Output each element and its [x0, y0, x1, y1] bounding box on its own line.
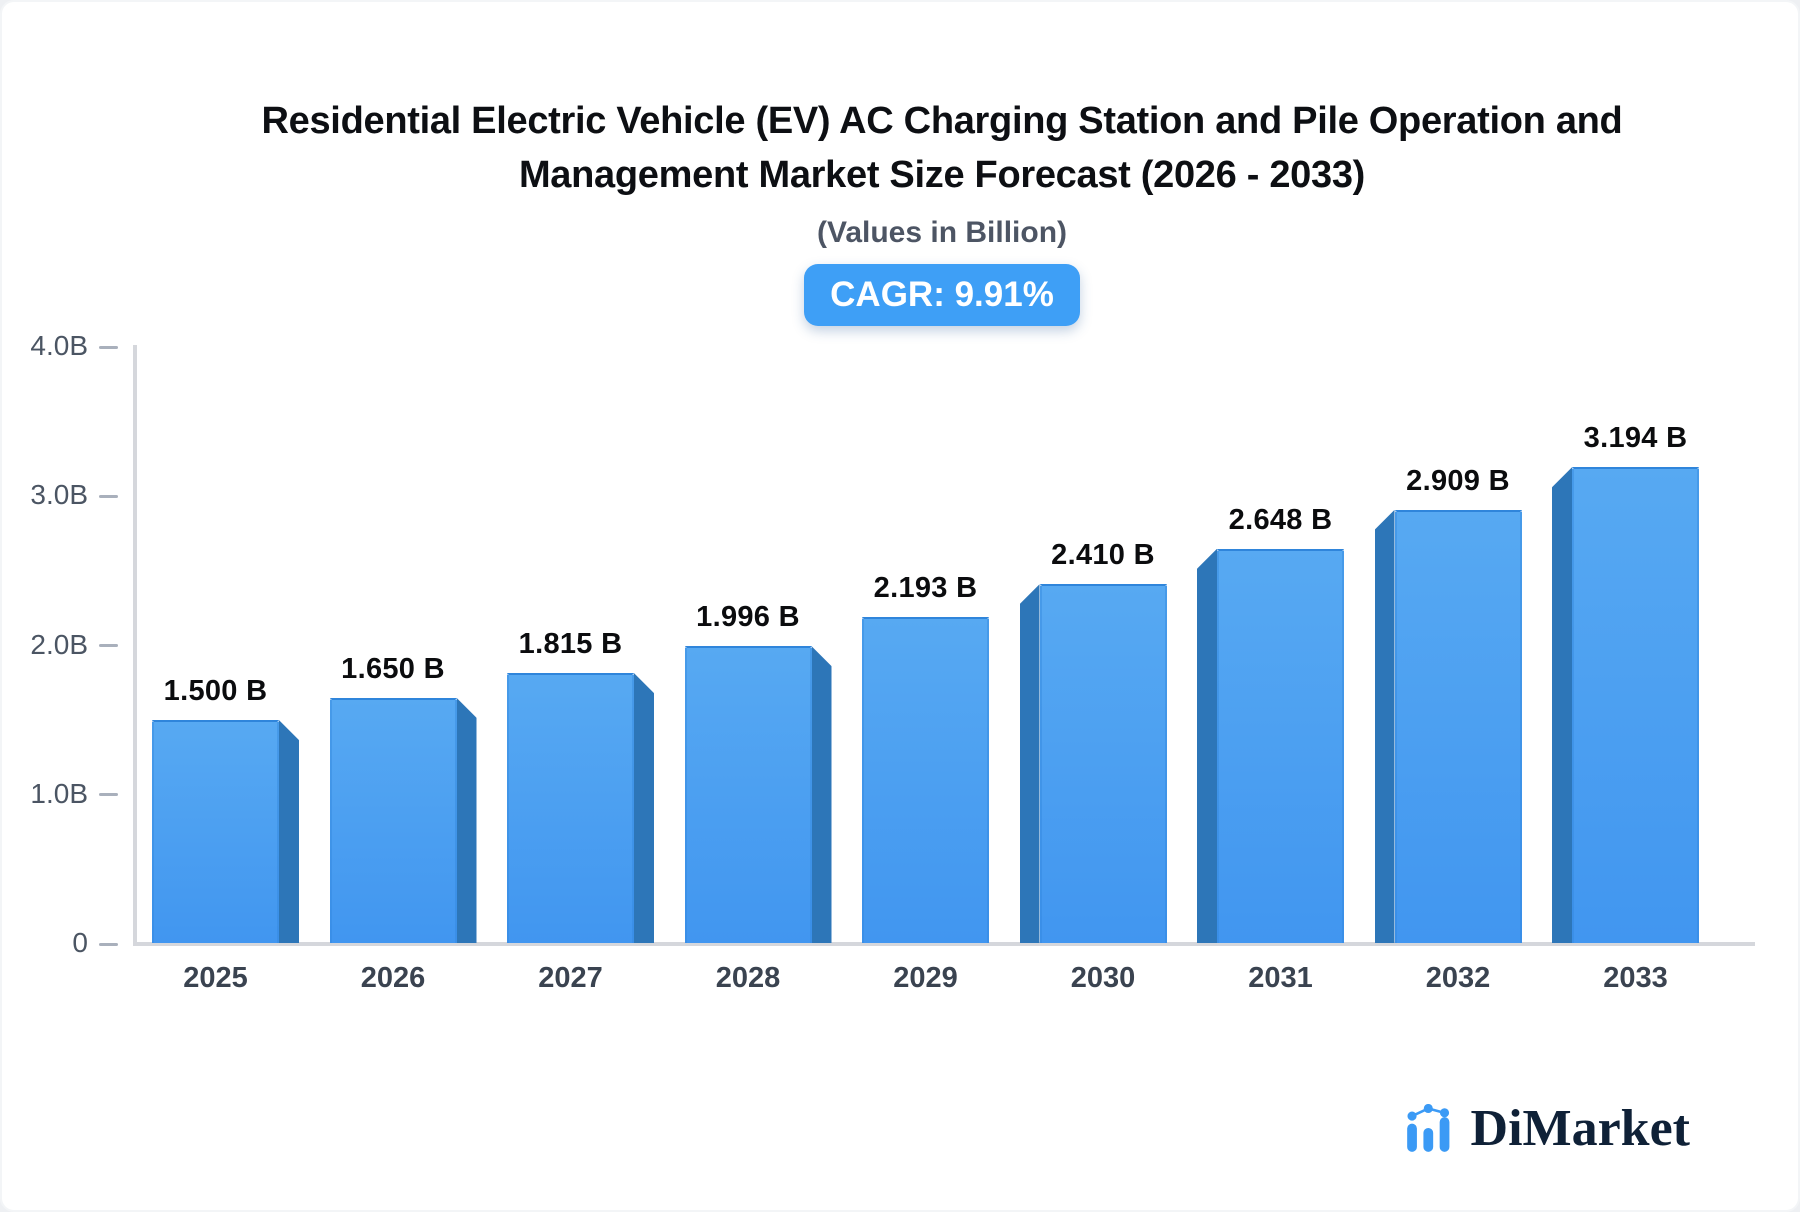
bar-2033 — [1572, 467, 1699, 943]
y-axis-tick — [99, 345, 118, 349]
bar-value-label-2027: 1.815 B — [518, 628, 623, 661]
bar-side-2033 — [1552, 467, 1572, 943]
bar-value-label-2032: 2.909 B — [1406, 464, 1510, 497]
y-axis-label: 2.0B — [30, 628, 88, 660]
x-axis-label-2027: 2027 — [538, 962, 603, 994]
cagr-badge: CAGR: 9.91% — [804, 264, 1080, 326]
y-axis-label: 0 — [72, 927, 88, 958]
x-axis-label-2032: 2032 — [1425, 962, 1491, 994]
y-axis-tick — [99, 494, 118, 498]
x-axis-label-2026: 2026 — [360, 962, 426, 994]
x-axis-label-2030: 2030 — [1070, 962, 1136, 994]
bar-side-2028 — [811, 646, 832, 943]
bar-2029 — [862, 616, 989, 943]
bar-value-label-2031: 2.648 B — [1228, 503, 1333, 536]
x-axis-label-2033: 2033 — [1603, 962, 1668, 994]
x-axis-line — [133, 942, 1755, 946]
bar-2032 — [1394, 509, 1522, 943]
bar-2031 — [1217, 548, 1344, 943]
x-axis-label-2025: 2025 — [183, 962, 248, 994]
bar-value-label-2029: 2.193 B — [873, 571, 978, 604]
y-axis-tick — [99, 942, 118, 946]
y-axis-line — [133, 345, 137, 946]
bar-side-2026 — [456, 697, 477, 943]
page-title-line2: Management Market Size Forecast (2026 - … — [518, 154, 1366, 196]
y-axis-label: 1.0B — [30, 777, 88, 809]
bar-2027 — [507, 673, 634, 943]
x-axis-label-2031: 2031 — [1248, 962, 1313, 994]
bar-2025 — [152, 720, 279, 943]
page-title: Residential Electric Vehicle (EV) AC Cha… — [86, 94, 1798, 202]
chart-header: Residential Electric Vehicle (EV) AC Cha… — [2, 2, 1798, 326]
bar-value-label-2028: 1.996 B — [696, 601, 800, 634]
y-axis-tick — [99, 793, 118, 797]
bar-2026 — [329, 697, 457, 943]
bar-side-2030 — [1019, 584, 1040, 943]
bar-2028 — [684, 646, 812, 943]
bar-side-2027 — [634, 673, 654, 943]
y-axis-label: 4.0B — [30, 330, 88, 361]
bar-line-chart-icon — [1406, 1104, 1449, 1152]
bar-side-2031 — [1197, 548, 1217, 943]
x-axis-label-2029: 2029 — [893, 962, 958, 994]
y-axis-label: 3.0B — [30, 479, 88, 511]
bar-value-label-2033: 3.194 B — [1583, 422, 1688, 455]
page-title-line1: Residential Electric Vehicle (EV) AC Cha… — [261, 100, 1623, 142]
y-axis-tick — [99, 644, 118, 647]
bar-value-label-2030: 2.410 B — [1051, 539, 1155, 572]
bar-side-2032 — [1374, 509, 1395, 943]
x-axis-label-2028: 2028 — [715, 962, 781, 994]
bar-value-label-2025: 1.500 B — [163, 675, 268, 708]
bar-side-2025 — [279, 720, 299, 943]
bar-value-label-2026: 1.650 B — [341, 652, 445, 685]
dimarket-logo: DiMarket — [1405, 1100, 1690, 1157]
chart-subtitle: (Values in Billion) — [816, 216, 1068, 249]
logo-text: DiMarket — [1470, 1100, 1690, 1157]
bar-2030 — [1039, 584, 1167, 943]
